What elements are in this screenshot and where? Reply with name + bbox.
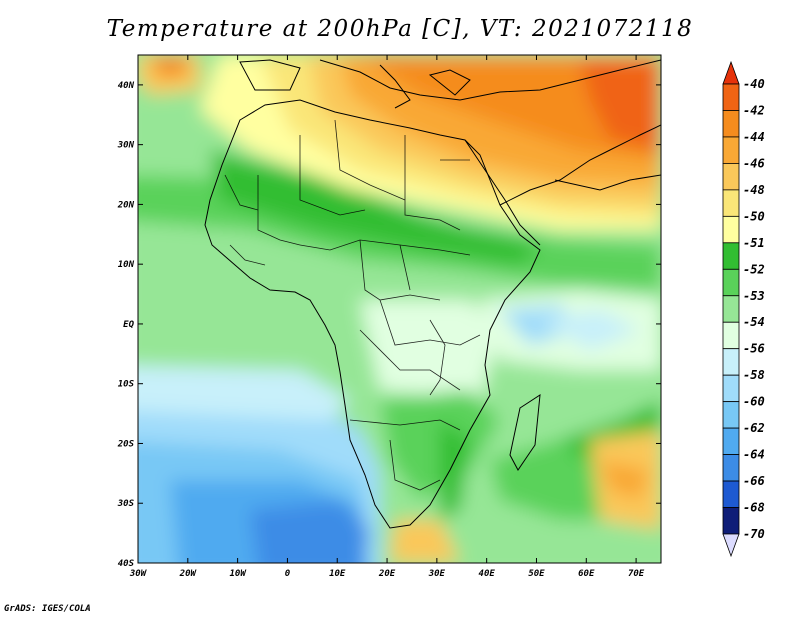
lat-label: 20S [117, 439, 135, 449]
lat-label: 30N [117, 141, 135, 151]
colorbar-label: -54 [743, 315, 765, 329]
lat-label: 40S [118, 559, 135, 569]
colorbar-bottom-arrow [722, 533, 740, 558]
lon-label: 10W [229, 569, 247, 579]
colorbar-label: -56 [743, 342, 765, 356]
lat-label: 10S [118, 380, 135, 390]
grads-credit: GrADS: IGES/COLA [4, 604, 91, 614]
lat-label: 30S [117, 499, 135, 509]
colorbar-label: -58 [743, 368, 765, 382]
colorbar-swatch [722, 215, 740, 244]
lon-label: 30E [428, 569, 446, 579]
lat-label: 10N [118, 260, 135, 270]
lat-label: 40N [118, 81, 135, 91]
lon-label: 0 [285, 569, 291, 579]
lon-label: 20E [378, 569, 396, 579]
colorbar-label: -62 [743, 421, 765, 435]
colorbar-label: -68 [743, 501, 765, 515]
colorbar-swatch [722, 242, 740, 270]
colorbar-label: -60 [743, 395, 765, 409]
colorbar-swatch [722, 136, 740, 164]
colorbar-label: -53 [743, 289, 765, 303]
colorbar-swatch [722, 401, 740, 429]
colorbar-swatch [722, 110, 740, 138]
temperature-field [138, 55, 661, 563]
colorbar-label: -40 [743, 77, 765, 91]
colorbar: -40 -42 -44 -46 -48 -50 -51 -52 -53 -54 -56 -58 -60 -… [722, 60, 765, 558]
colorbar-label: -51 [743, 236, 765, 250]
colorbar-swatch [722, 348, 740, 376]
colorbar-label: -50 [743, 209, 765, 223]
colorbar-swatch [722, 83, 740, 111]
colorbar-swatch [722, 189, 740, 217]
lon-label: 40E [479, 569, 496, 579]
map-title: Temperature at 200hPa [C], VT: 202107211… [106, 16, 694, 42]
latitude-axis: 40N 30N 20N 10N EQ 10S 20S 30S 40S [117, 81, 661, 569]
colorbar-swatch [722, 507, 740, 535]
coastlines [204, 59, 661, 529]
lat-label: 20N [117, 200, 135, 210]
lat-label: EQ [123, 320, 134, 330]
colorbar-swatch [722, 374, 740, 403]
colorbar-swatch [722, 321, 740, 350]
longitude-axis: 30W 20W 10W 0 10E 20E 30E 40E 50E 60E 70E [129, 55, 645, 579]
colorbar-swatch [722, 454, 740, 482]
lon-label: 70E [628, 569, 645, 579]
colorbar-label: -70 [743, 527, 765, 541]
colorbar-swatch [722, 163, 740, 191]
colorbar-label: -44 [743, 130, 765, 144]
colorbar-swatch [722, 268, 740, 297]
colorbar-swatch [722, 480, 740, 508]
lon-label: 10E [329, 569, 346, 579]
colorbar-top-arrow [722, 60, 740, 85]
colorbar-label: -42 [743, 103, 765, 117]
colorbar-label: -64 [743, 448, 765, 462]
lon-label: 50E [528, 569, 545, 579]
colorbar-swatch [722, 295, 740, 323]
lon-label: 30W [129, 569, 148, 579]
country-borders [224, 119, 481, 491]
colorbar-swatch [722, 427, 740, 455]
colorbar-label: -46 [743, 156, 765, 170]
colorbar-label: -66 [743, 474, 765, 488]
lon-label: 60E [578, 569, 595, 579]
colorbar-label: -52 [743, 262, 765, 276]
map-frame [137, 54, 662, 564]
lon-label: 20W [179, 569, 198, 579]
colorbar-label: -48 [743, 183, 765, 197]
